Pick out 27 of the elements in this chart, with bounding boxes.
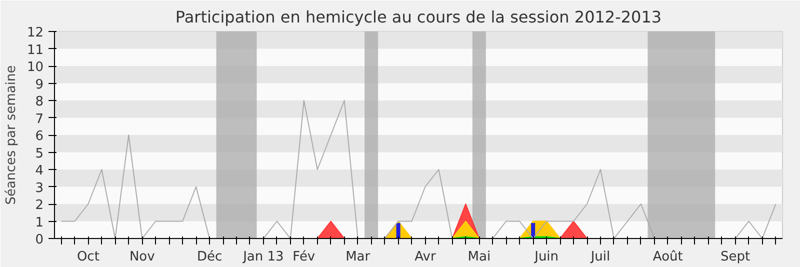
y-tick-label: 11 [26,42,44,58]
y-tick-label: 9 [35,77,44,92]
y-tick-label: 4 [35,164,44,178]
x-tick-label: Fév [292,250,316,264]
x-tick-label: Déc [196,250,222,264]
x-tick-label: Mar [346,250,371,264]
x-tick-label: Jan 13 [242,250,284,264]
y-tick-label: 0 [35,232,44,248]
x-tick-label: Août [652,250,683,264]
x-tick-label: Oct [76,250,100,264]
x-tick-label: Avr [414,250,436,264]
x-tick-label: Juil [590,250,610,264]
y-tick-label: 2 [35,198,44,213]
y-tick-label: 8 [35,94,44,110]
y-tick-label: 3 [35,180,44,196]
x-tick-label: Nov [129,250,156,264]
x-tick-label: Mai [468,250,491,264]
y-tick-label: 10 [26,60,44,75]
y-tick-label: 5 [35,146,44,162]
y-tick-label: 1 [35,215,44,230]
y-axis-title: Séances par semaine [4,65,19,205]
y-tick-label: 12 [26,26,44,40]
chart-title: Participation en hemicycle au cours de la session 2012-2013 [175,8,662,26]
x-tick-label: Juin [534,250,559,264]
x-tick-label: Sept [720,250,750,264]
y-tick-label: 7 [35,112,44,127]
y-tick-label: 6 [35,129,44,144]
